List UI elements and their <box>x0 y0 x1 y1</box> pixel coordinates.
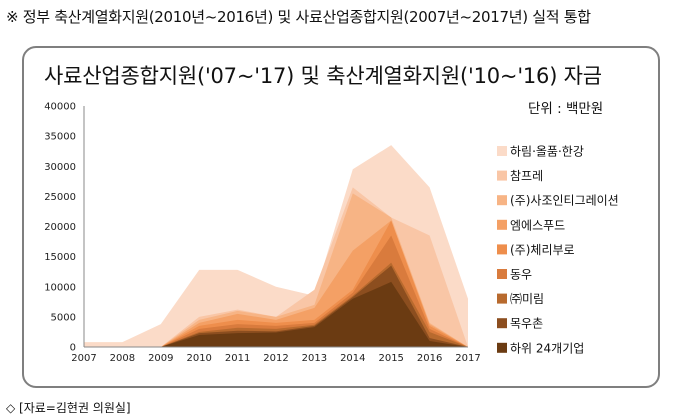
x-tick-label: 2014 <box>340 353 365 364</box>
legend-swatch <box>497 244 507 255</box>
y-tick-label: 15000 <box>44 252 76 263</box>
y-tick-label: 30000 <box>44 162 76 173</box>
legend-swatch <box>497 219 507 230</box>
y-tick-label: 25000 <box>44 192 76 203</box>
x-tick-label: 2009 <box>148 353 173 364</box>
legend-label: 하위 24개기업 <box>510 341 584 355</box>
legend-label: 참프레 <box>510 169 543 183</box>
legend-swatch <box>497 293 507 304</box>
x-tick-label: 2016 <box>417 353 442 364</box>
x-tick-label: 2008 <box>110 353 135 364</box>
legend-label: 목우촌 <box>510 317 543 331</box>
legend-swatch <box>497 342 507 353</box>
y-tick-label: 10000 <box>44 282 76 293</box>
source-footer: ◇ [자료=김현권 의원실] <box>6 401 131 415</box>
legend-swatch <box>497 269 507 279</box>
legend-swatch <box>497 195 507 206</box>
y-tick-label: 20000 <box>44 222 76 233</box>
legend-swatch <box>497 146 507 156</box>
x-tick-label: 2015 <box>378 353 403 364</box>
x-tick-label: 2007 <box>71 353 96 364</box>
chart-axes <box>83 106 468 348</box>
series-area <box>84 281 468 347</box>
x-tick-label: 2013 <box>302 353 327 364</box>
y-tick-label: 5000 <box>51 312 76 323</box>
y-tick-label: 40000 <box>44 102 76 113</box>
y-tick-label: 0 <box>70 343 76 354</box>
legend-label: 동우 <box>510 268 532 282</box>
legend-label: 하림·올품·한강 <box>510 145 584 159</box>
y-tick-label: 35000 <box>44 132 76 143</box>
chart-areas <box>84 145 468 347</box>
unit-label: 단위 : 백만원 <box>528 101 604 117</box>
legend-swatch <box>497 318 507 329</box>
legend-label: (주)사조인티그레이션 <box>510 194 619 208</box>
x-axis-ticks: 2007 2008 2009 2010 2011 2012 2013 2014 2015 2016… <box>71 353 480 364</box>
x-tick-label: 2017 <box>455 353 480 364</box>
page-header: ※ 정부 축산계열화지원(2010년~2016년) 및 사료산업종합지원(200… <box>6 8 591 26</box>
legend-label: (주)체리부로 <box>510 243 575 257</box>
chart-title: 사료산업종합지원('07~'17) 및 축산계열화지원('10~'16) 자금 <box>44 64 602 88</box>
x-tick-label: 2012 <box>263 353 288 364</box>
x-tick-label: 2010 <box>186 353 211 364</box>
legend-label: ㈜미림 <box>510 292 544 306</box>
legend-swatch <box>497 170 507 181</box>
y-axis-ticks: 0 5000 10000 15000 20000 25000 30000 35000 40000 <box>44 102 76 354</box>
legend-label: 엠에스푸드 <box>510 218 565 232</box>
x-tick-label: 2011 <box>225 353 250 364</box>
